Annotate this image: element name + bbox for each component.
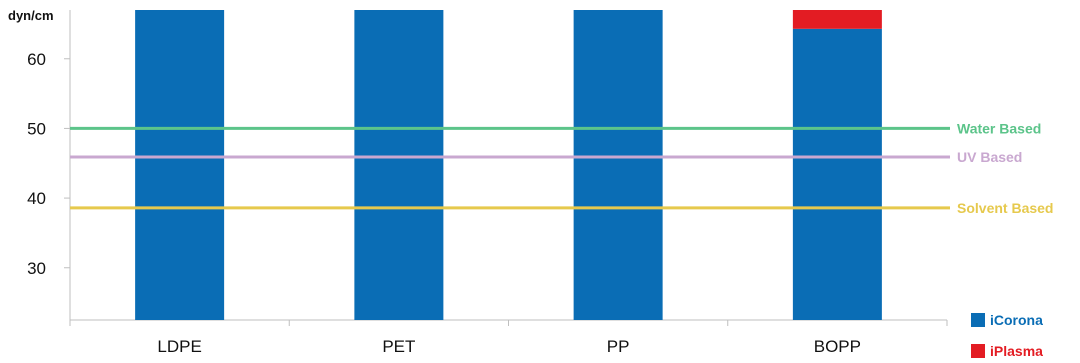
x-tick-label: LDPE <box>157 337 201 356</box>
bar-icorona-bopp <box>792 28 882 320</box>
y-axis-unit-label: dyn/cm <box>8 8 54 23</box>
legend-label-iplasma: iPlasma <box>990 343 1043 359</box>
legend: iCorona iPlasma <box>971 312 1043 359</box>
y-tick-label: 50 <box>27 119 46 138</box>
y-tick-label: 40 <box>27 189 46 208</box>
bar-icorona-pet <box>354 10 444 320</box>
y-tick-label: 30 <box>27 259 46 278</box>
bars <box>135 10 882 320</box>
x-tick-label: BOPP <box>814 337 861 356</box>
legend-swatch-iplasma <box>971 344 985 358</box>
legend-label-icorona: iCorona <box>990 312 1043 328</box>
x-tick-label: PET <box>382 337 415 356</box>
bar-icorona-ldpe <box>135 10 225 320</box>
reference-lines: Water Based UV Based Solvent Based <box>70 120 1053 216</box>
y-tick-label: 60 <box>27 50 46 69</box>
bar-icorona-pp <box>573 10 663 320</box>
reference-label-uv-based: UV Based <box>957 149 1022 165</box>
reference-label-solvent-based: Solvent Based <box>957 200 1053 216</box>
reference-label-water-based: Water Based <box>957 120 1041 136</box>
bar-iplasma-bopp <box>792 10 882 29</box>
x-tick-label: PP <box>607 337 630 356</box>
legend-swatch-icorona <box>971 313 985 327</box>
